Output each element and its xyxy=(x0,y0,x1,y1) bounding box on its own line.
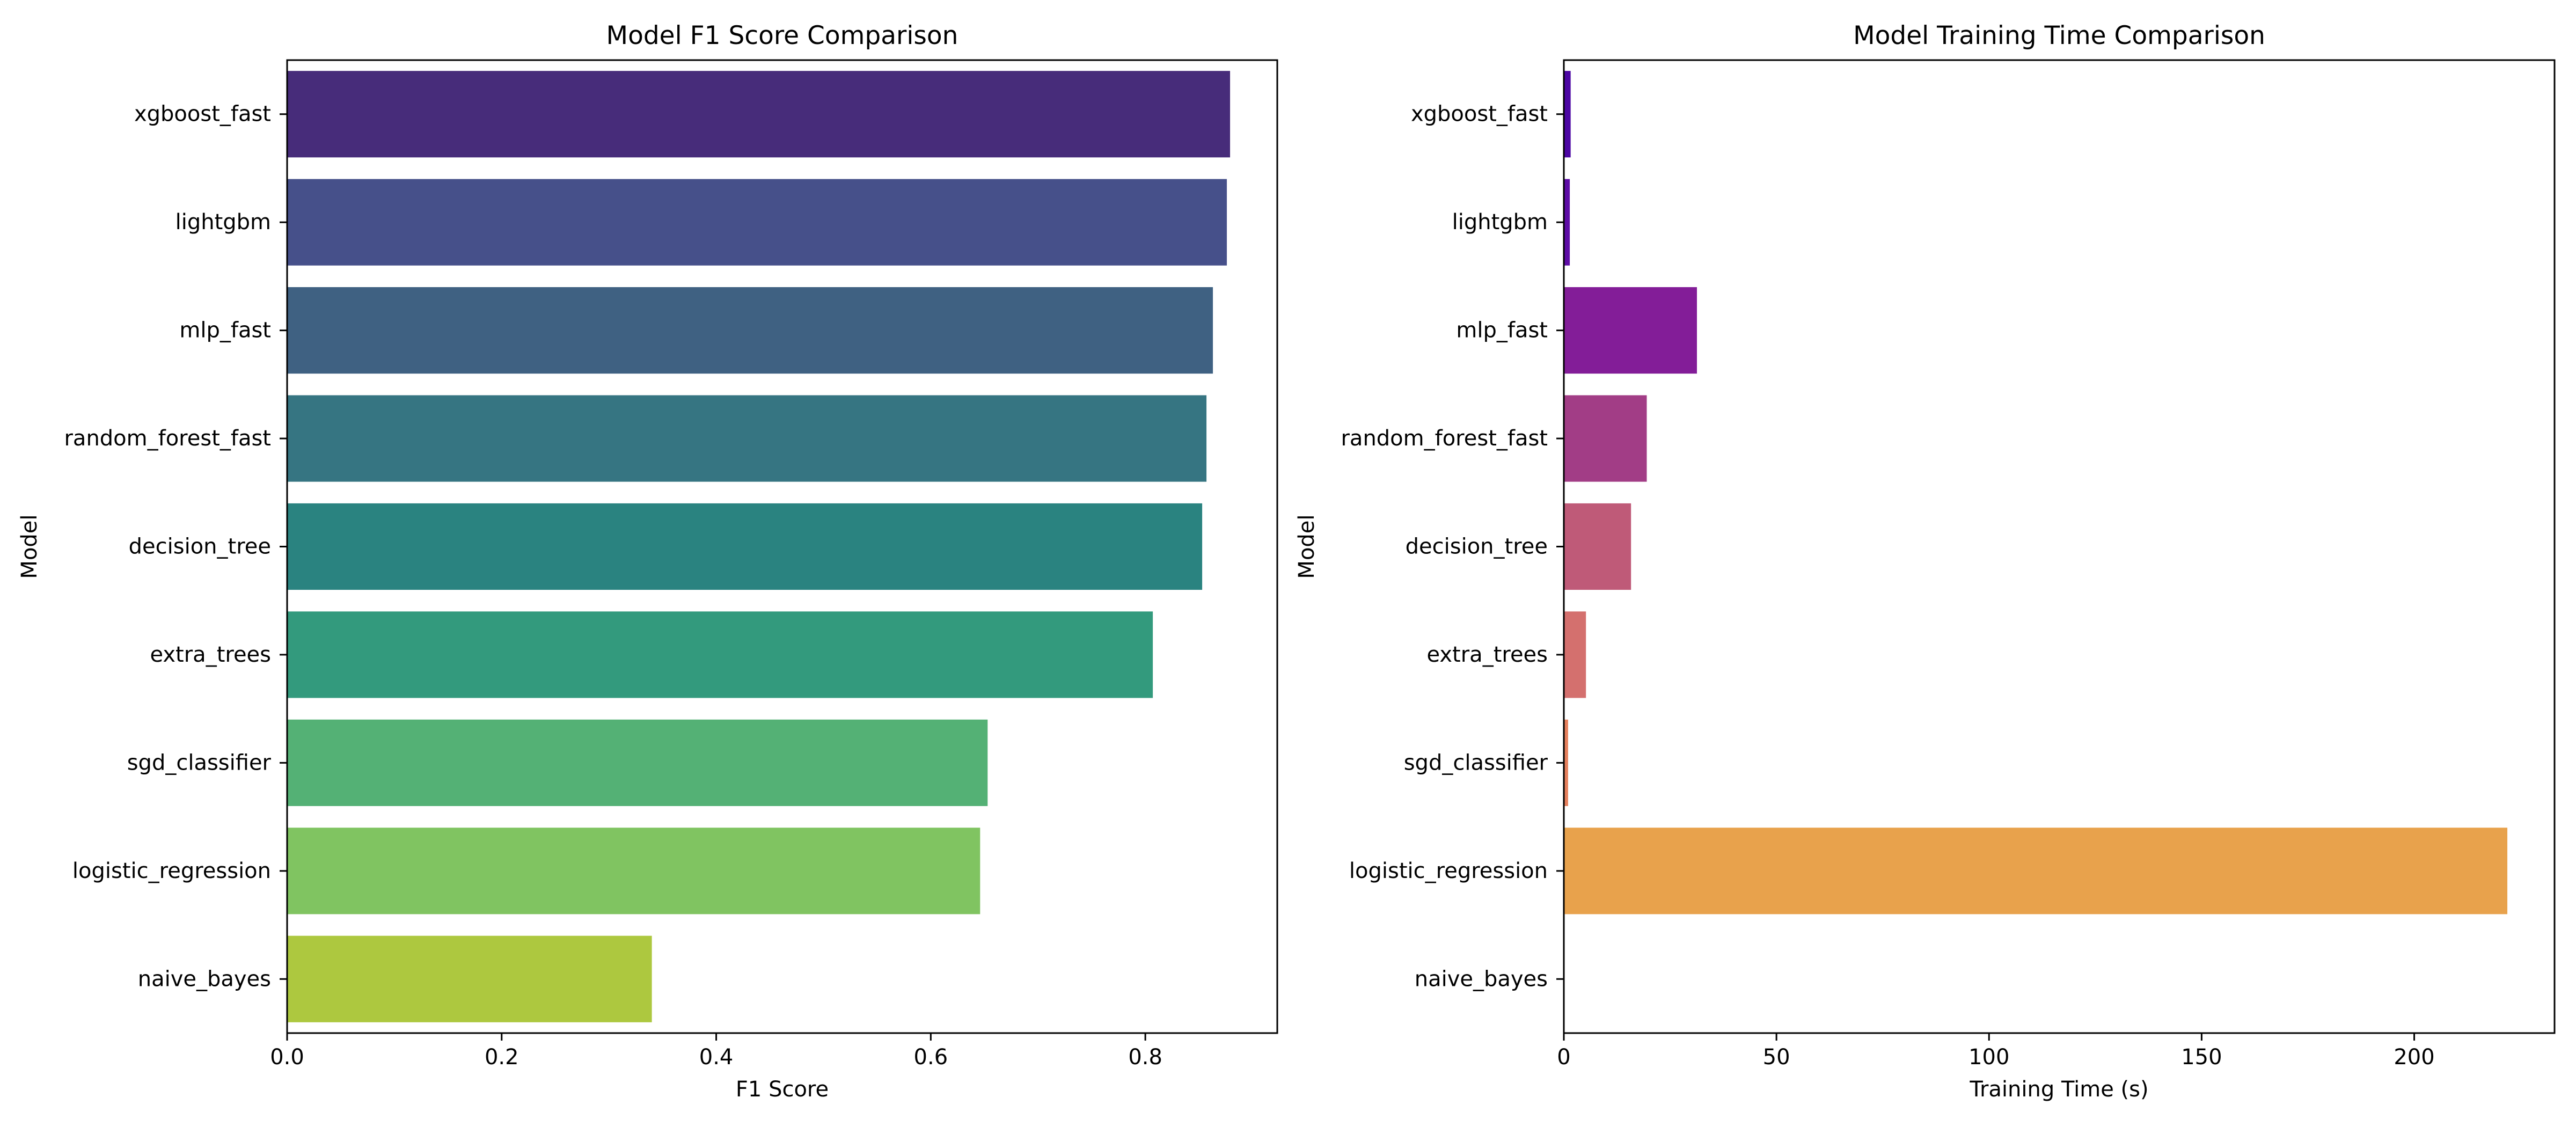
x-tick-label: 0.8 xyxy=(1128,1045,1162,1070)
bar-xgboost-fast xyxy=(1564,71,1571,158)
y-tick-label-sgd-classifier: sgd_classifier xyxy=(127,750,272,775)
y-tick-label-extra-trees: extra_trees xyxy=(150,642,271,667)
y-tick-label-random-forest-fast: random_forest_fast xyxy=(1341,426,1548,451)
bar-lightgbm xyxy=(1564,179,1570,266)
bar-xgboost-fast xyxy=(287,71,1231,158)
bar-mlp-fast xyxy=(1564,287,1697,374)
f1-score-panel: xgboost_fast lightgbm mlp_fast random_fores… xyxy=(17,21,1278,1102)
y-tick-label-decision-tree: decision_tree xyxy=(1406,535,1548,559)
y-tick-label-logistic-regression: logistic_regression xyxy=(1349,859,1548,883)
y-tick-label-naive-bayes: naive_bayes xyxy=(1415,967,1548,991)
bar-random-forest-fast xyxy=(1564,395,1647,482)
x-tick-label: 0.4 xyxy=(699,1045,734,1070)
y-tick-label-lightgbm: lightgbm xyxy=(175,210,271,235)
bar-lightgbm xyxy=(287,179,1227,266)
chart-title: Model Training Time Comparison xyxy=(1853,21,2265,50)
y-tick-label-xgboost-fast: xgboost_fast xyxy=(134,102,271,127)
x-tick-label: 0.2 xyxy=(485,1045,519,1070)
x-tick-label: 0.6 xyxy=(914,1045,948,1070)
y-tick-label-random-forest-fast: random_forest_fast xyxy=(64,426,271,451)
bar-naive-bayes xyxy=(287,935,652,1022)
y-tick-label-sgd-classifier: sgd_classifier xyxy=(1404,750,1548,775)
bar-mlp-fast xyxy=(287,287,1213,374)
bar-logistic-regression xyxy=(1564,828,2508,914)
y-tick-label-logistic-regression: logistic_regression xyxy=(72,859,271,883)
bar-logistic-regression xyxy=(287,828,980,914)
bar-random-forest-fast xyxy=(287,395,1207,482)
y-axis-label: Model xyxy=(1294,514,1319,579)
bar-decision-tree xyxy=(1564,503,1631,590)
bar-extra-trees xyxy=(1564,611,1586,698)
bar-sgd-classifier xyxy=(1564,719,1568,806)
x-tick-label: 0.0 xyxy=(270,1045,304,1070)
bar-extra-trees xyxy=(287,611,1153,698)
x-tick-label: 0 xyxy=(1557,1045,1570,1070)
y-tick-label-lightgbm: lightgbm xyxy=(1452,210,1548,235)
bar-decision-tree xyxy=(287,503,1203,590)
x-axis-label: Training Time (s) xyxy=(1969,1077,2148,1102)
x-tick-label: 50 xyxy=(1763,1045,1790,1070)
x-tick-label: 150 xyxy=(2181,1045,2222,1070)
bar-sgd-classifier xyxy=(287,719,988,806)
x-tick-label: 100 xyxy=(1968,1045,2009,1070)
x-axis-label: F1 Score xyxy=(736,1077,829,1102)
y-tick-label-extra-trees: extra_trees xyxy=(1426,642,1548,667)
y-tick-label-decision-tree: decision_tree xyxy=(129,535,271,559)
y-tick-label-naive-bayes: naive_bayes xyxy=(138,967,271,991)
y-tick-label-mlp-fast: mlp_fast xyxy=(1456,318,1548,343)
x-tick-label: 200 xyxy=(2394,1045,2434,1070)
y-axis-label: Model xyxy=(17,514,42,579)
chart-title: Model F1 Score Comparison xyxy=(606,21,958,50)
y-tick-label-mlp-fast: mlp_fast xyxy=(179,318,271,343)
training-time-panel: xgboost_fast lightgbm mlp_fast random_fores… xyxy=(1294,21,2556,1102)
y-tick-label-xgboost-fast: xgboost_fast xyxy=(1411,102,1548,127)
